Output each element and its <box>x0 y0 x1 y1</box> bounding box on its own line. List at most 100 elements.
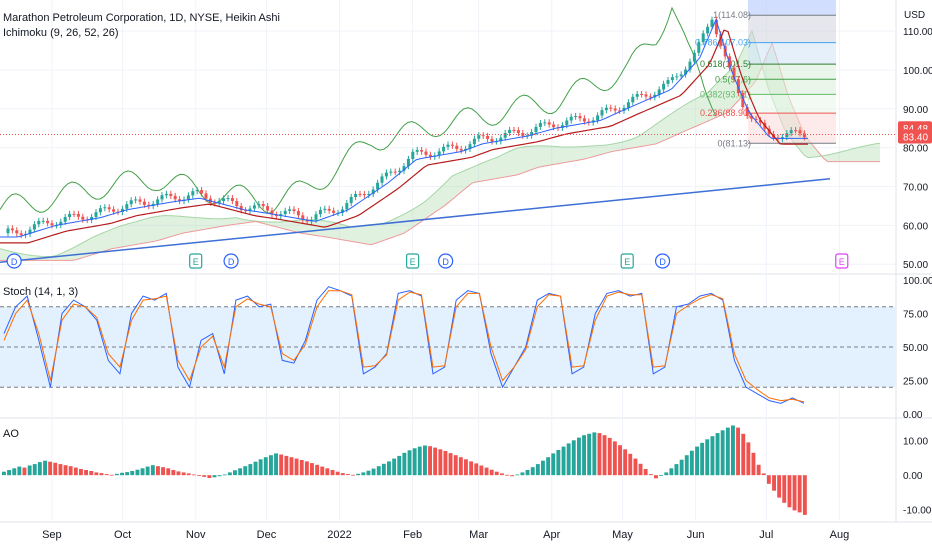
candle-body <box>120 208 124 212</box>
earnings-marker[interactable] <box>620 253 634 269</box>
candle-body <box>754 118 758 121</box>
ao-bar <box>582 435 586 476</box>
stochastic-pane <box>0 286 896 404</box>
ao-bar <box>520 472 525 476</box>
candle-body <box>81 216 85 220</box>
x-tick-label: Nov <box>186 529 206 541</box>
candle-body <box>98 208 102 213</box>
candle-body <box>296 210 300 216</box>
candle-body <box>15 230 19 234</box>
ao-bar <box>638 463 643 476</box>
earnings-marker[interactable] <box>189 253 203 269</box>
candle-body <box>486 135 490 139</box>
candle-body <box>692 52 696 62</box>
ao-bar <box>335 471 340 476</box>
ao-bar <box>535 464 540 476</box>
ao-bar <box>381 463 386 476</box>
ao-bar <box>746 442 751 476</box>
stoch-tick-label: 50.00 <box>903 343 928 354</box>
candle-body <box>349 197 353 204</box>
candle-body <box>569 116 573 121</box>
earnings-marker[interactable] <box>835 253 849 269</box>
dividend-marker[interactable] <box>438 253 454 269</box>
axes: Sep Oct Nov Dec 2022 Feb Mar Apr May Jun Jul Aug 110… <box>42 27 932 541</box>
ao-bar <box>37 462 42 476</box>
ao-bar <box>289 457 294 476</box>
candle-body <box>318 209 322 215</box>
candle-body <box>446 144 450 147</box>
candle-body <box>107 207 111 210</box>
candle-body <box>376 182 380 190</box>
ao-bar <box>94 472 99 476</box>
candle-body <box>301 215 305 220</box>
candle-body <box>578 116 582 119</box>
ao-bar <box>438 449 443 476</box>
ao-bar <box>494 471 499 476</box>
ao-bar <box>612 441 617 476</box>
ao-pane <box>2 425 807 515</box>
lagging-span <box>0 6 717 214</box>
candle-body <box>750 115 754 119</box>
price-label-box <box>898 129 932 144</box>
x-tick-label: Dec <box>257 529 277 541</box>
candle-body <box>380 176 384 183</box>
ao-bar <box>623 449 628 476</box>
senkou-span-b <box>0 41 880 261</box>
candle-body <box>257 204 261 206</box>
candle-body <box>785 133 789 138</box>
y-tick-label: 50.00 <box>903 260 928 271</box>
earnings-marker[interactable] <box>406 253 420 269</box>
candle-body <box>6 228 10 234</box>
ao-bar <box>577 437 581 476</box>
support-trendline[interactable] <box>0 177 831 264</box>
candle-body <box>450 144 454 146</box>
candle-body <box>222 198 226 202</box>
candle-body <box>393 171 397 173</box>
candle-body <box>442 146 446 152</box>
candle-body <box>261 204 265 207</box>
fibonacci-retracement[interactable]: 1(114.08)0.786(107.03)0.618(101.5)0.5(97… <box>695 0 836 148</box>
candle-body <box>468 144 472 149</box>
x-tick-label: 2022 <box>327 529 351 541</box>
candle-body <box>499 137 503 142</box>
candle-body <box>270 210 274 215</box>
ao-bar <box>679 459 684 476</box>
candle-body <box>398 170 402 173</box>
ao-bar <box>186 473 191 476</box>
candle-body <box>389 171 393 173</box>
candle-body <box>670 77 674 81</box>
dividend-marker[interactable] <box>6 253 22 269</box>
ao-bar <box>120 472 124 476</box>
candle-body <box>503 133 507 138</box>
candle-body <box>798 130 802 134</box>
ao-bar <box>294 458 299 476</box>
candle-body <box>103 207 107 209</box>
candle-body <box>626 102 630 108</box>
dividend-marker[interactable] <box>223 253 239 269</box>
candle-body <box>420 150 424 152</box>
ao-bar <box>109 474 114 476</box>
ao-bar <box>433 447 438 476</box>
candle-body <box>635 93 639 97</box>
ao-bar <box>469 461 474 476</box>
ao-bar <box>130 471 135 476</box>
candle-body <box>530 132 534 136</box>
ao-bar <box>156 466 160 476</box>
senkou-span-a <box>0 29 881 257</box>
candle-body <box>675 76 679 78</box>
candle-body <box>239 206 243 211</box>
ao-bar <box>772 475 776 491</box>
ao-bar <box>674 464 679 476</box>
event-marker-label: D <box>659 257 666 267</box>
fib-zone <box>748 79 836 95</box>
price-label: 83.40 <box>903 132 928 143</box>
ao-tick-label: 10.00 <box>903 437 928 448</box>
ao-bar <box>304 461 309 476</box>
ao-bar <box>412 448 417 476</box>
ao-bar <box>361 472 366 476</box>
ao-bar <box>505 474 509 476</box>
candle-body <box>679 74 683 77</box>
dividend-marker[interactable] <box>654 253 671 269</box>
